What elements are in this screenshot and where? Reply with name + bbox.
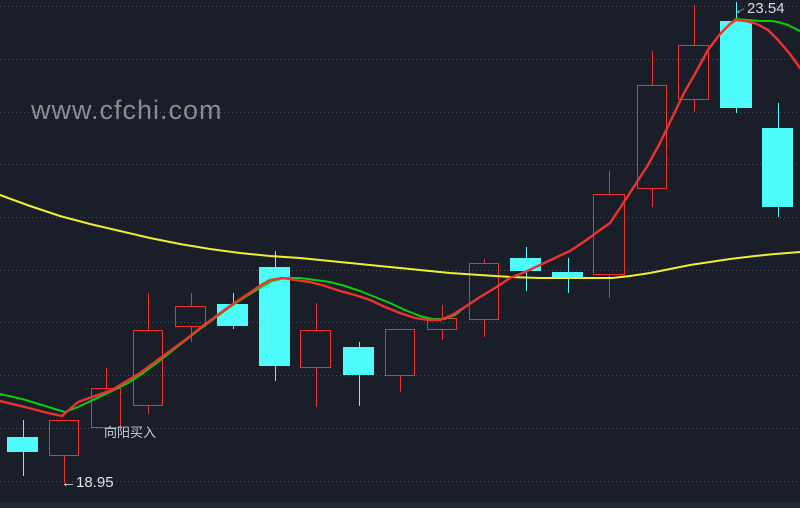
candle-18-down bbox=[720, 21, 752, 108]
buy-signal-label: 向阳买入 bbox=[104, 425, 157, 440]
candle-3-up bbox=[91, 388, 121, 428]
candle-5-up bbox=[175, 306, 206, 327]
candle-12-up bbox=[469, 263, 499, 320]
candle-7-down bbox=[259, 267, 290, 366]
watermark: www.cfchi.com bbox=[31, 95, 223, 125]
candle-16-up bbox=[637, 85, 667, 189]
candle-6-down bbox=[217, 304, 248, 326]
ma-mid-green bbox=[0, 18, 800, 413]
ma-fast-red bbox=[0, 18, 800, 418]
candle-19-down bbox=[762, 128, 793, 207]
low-price-value: 18.95 bbox=[76, 474, 114, 491]
ma-slow-yellow bbox=[0, 194, 800, 279]
candle-10-up bbox=[385, 329, 415, 376]
low-price-label: ←18.95 bbox=[61, 474, 114, 491]
candle-4-up bbox=[133, 330, 163, 406]
candle-13-down bbox=[510, 258, 541, 271]
candle-8-up bbox=[300, 330, 331, 368]
candle-1-down bbox=[7, 437, 38, 452]
candle-17-up bbox=[678, 45, 709, 100]
candle-14-down bbox=[552, 272, 583, 278]
panel-divider bbox=[0, 502, 800, 508]
left-arrow-icon: ← bbox=[61, 474, 76, 491]
candle-9-down bbox=[343, 347, 374, 375]
high-price-label: ←23.54 bbox=[730, 0, 785, 19]
up-left-arrow-icon: ← bbox=[730, 0, 749, 19]
candle-2-up bbox=[49, 420, 79, 456]
high-price-value: 23.54 bbox=[747, 0, 785, 17]
